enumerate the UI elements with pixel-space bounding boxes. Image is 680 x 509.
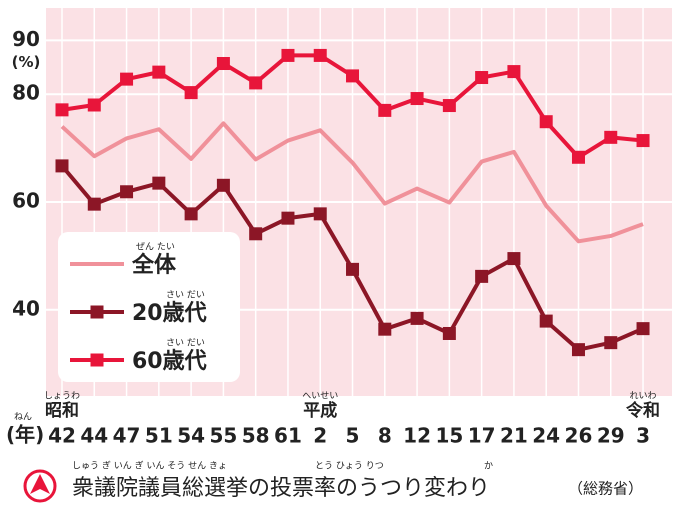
- y-unit: (%): [12, 53, 41, 71]
- point: [87, 98, 101, 112]
- point: [55, 159, 69, 173]
- legend-marker: [90, 353, 104, 367]
- point: [604, 130, 618, 144]
- point: [378, 322, 392, 336]
- y-tick-label: 60: [12, 189, 40, 213]
- point: [313, 48, 327, 62]
- y-tick-label: 80: [12, 81, 40, 105]
- x-tick-label: 12: [403, 424, 431, 448]
- point: [442, 99, 456, 113]
- point: [507, 252, 521, 266]
- point: [410, 92, 424, 106]
- x-tick-label: 29: [597, 424, 625, 448]
- title-ruby: しゅう ぎ いん ぎ いん そう せん きょ: [72, 460, 227, 472]
- legend-marker: [90, 305, 104, 319]
- point: [571, 343, 585, 357]
- x-tick-label: 54: [177, 424, 205, 448]
- legend-ruby: さい だい: [166, 290, 205, 301]
- legend-label: 20歳代: [132, 301, 207, 326]
- point: [507, 65, 521, 79]
- point: [184, 86, 198, 100]
- x-tick-label: 55: [209, 424, 237, 448]
- legend-box: [58, 232, 240, 382]
- x-tick-label: 51: [145, 424, 173, 448]
- icon: [30, 474, 50, 494]
- y-tick-label: 40: [12, 296, 40, 320]
- legend-ruby: ぜん たい: [136, 242, 175, 253]
- point: [346, 69, 360, 83]
- chart-title: 衆議院議員総選挙の投票率のうつり変わり: [72, 476, 490, 501]
- point: [55, 103, 69, 117]
- x-tick-label: 44: [80, 424, 108, 448]
- point: [346, 262, 360, 276]
- x-unit: (年): [6, 423, 44, 447]
- x-tick-label: 26: [565, 424, 593, 448]
- point: [120, 185, 134, 199]
- x-tick-label: 61: [274, 424, 302, 448]
- x-tick-label: 21: [500, 424, 528, 448]
- era-ruby: れいわ: [630, 391, 657, 402]
- point: [216, 57, 230, 71]
- point: [475, 71, 489, 85]
- point: [636, 322, 650, 336]
- legend-ruby: さい だい: [166, 338, 205, 349]
- x-tick-label: 15: [435, 424, 463, 448]
- source: （総務省）: [568, 480, 643, 498]
- series-line: [60, 121, 644, 244]
- era-label: 昭和: [45, 401, 79, 421]
- point: [410, 311, 424, 325]
- point: [120, 72, 134, 86]
- point: [636, 134, 650, 148]
- x-tick-label: 17: [468, 424, 496, 448]
- x-tick-label: 24: [532, 424, 560, 448]
- title-ruby: か: [484, 461, 493, 472]
- point: [313, 207, 327, 221]
- point: [87, 197, 101, 211]
- point: [539, 115, 553, 129]
- point: [152, 65, 166, 79]
- point: [281, 211, 295, 225]
- legend-label: 全体: [131, 252, 177, 278]
- point: [539, 314, 553, 328]
- point: [184, 207, 198, 221]
- point: [249, 76, 263, 90]
- era-label: 平成: [303, 400, 337, 421]
- y-tick-label: 90: [12, 27, 40, 51]
- point: [249, 227, 263, 241]
- x-tick-label: 3: [636, 424, 650, 448]
- point: [378, 103, 392, 117]
- point: [442, 326, 456, 340]
- era-ruby: へいせい: [302, 391, 338, 402]
- x-tick-label: 47: [113, 424, 141, 448]
- x-unit-ruby: ねん: [14, 412, 32, 423]
- x-tick-label: 42: [48, 424, 76, 448]
- legend-label: 60歳代: [132, 349, 207, 374]
- era-label: 令和: [626, 400, 660, 421]
- point: [152, 176, 166, 190]
- point: [475, 269, 489, 283]
- point: [216, 178, 230, 192]
- era-ruby: しょうわ: [44, 391, 80, 402]
- point: [604, 336, 618, 350]
- title-ruby: とう ひょう りつ: [315, 461, 384, 472]
- point: [281, 48, 295, 62]
- x-tick-label: 8: [378, 424, 392, 448]
- x-tick-label: 5: [346, 424, 360, 448]
- point: [571, 150, 585, 164]
- x-tick-label: 2: [313, 424, 327, 448]
- x-tick-label: 58: [242, 424, 270, 448]
